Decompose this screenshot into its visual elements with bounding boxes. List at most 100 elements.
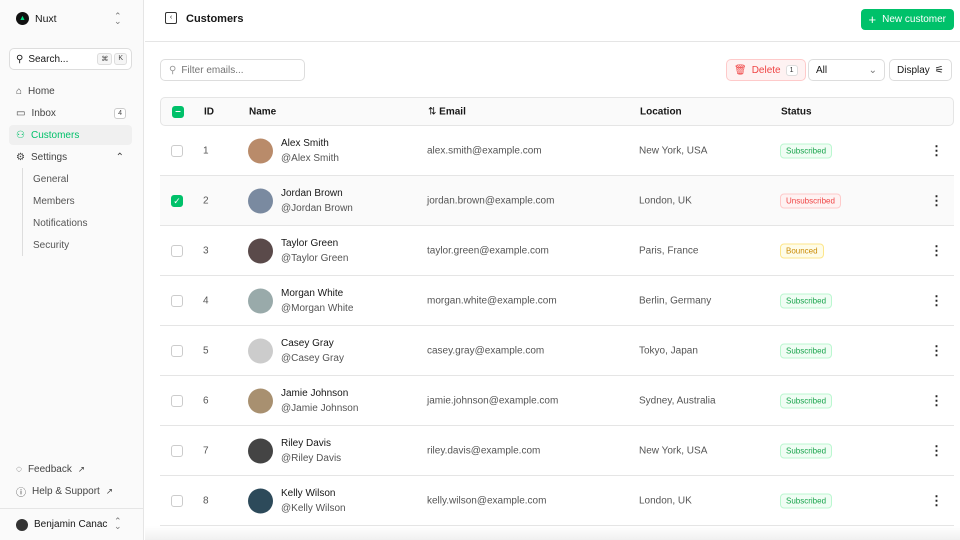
chevron-up-down-icon[interactable]: ⌃ ⌄ (114, 11, 122, 26)
sort-icon: ⇅ (428, 106, 440, 117)
cell-name: Jordan Brown @Jordan Brown (281, 188, 353, 214)
cell-location: Sydney, Australia (639, 395, 716, 406)
customer-name: Taylor Green (281, 237, 339, 249)
row-checkbox[interactable] (171, 444, 183, 457)
row-checkbox[interactable] (171, 244, 183, 257)
avatar (248, 288, 273, 313)
sidebar-collapse-icon[interactable]: ‹ (165, 12, 177, 24)
customer-handle: @Jordan Brown (281, 202, 353, 214)
table-row[interactable]: 6 Jamie Johnson @Jamie Johnson jamie.john… (160, 376, 954, 426)
plus-icon: + (868, 12, 877, 27)
customer-name: Casey Gray (281, 337, 334, 349)
filter-emails-field[interactable]: ⚲ (160, 59, 305, 81)
avatar (248, 238, 273, 263)
table-row[interactable]: 4 Morgan White @Morgan White morgan.white… (160, 276, 954, 326)
sidebar-item-notifications[interactable]: Notifications (33, 218, 88, 229)
sidebar: ▲ Nuxt ⌃ ⌄ ⚲ Search... ⌘ K ⌂ Home ▭ Inbox 4 … (0, 0, 144, 540)
cell-name: Kelly Wilson @Kelly Wilson (281, 488, 346, 514)
status-badge: Subscribed (780, 293, 833, 308)
table-row[interactable]: 7 Riley Davis @Riley Davis riley.davis@ex… (160, 426, 954, 476)
customer-name: Jordan Brown (281, 187, 343, 199)
select-value: All (816, 64, 828, 76)
row-checkbox[interactable]: ✓ (171, 194, 183, 207)
delete-button[interactable]: 🗑 Delete 1 (726, 59, 806, 81)
sidebar-item-inbox[interactable]: ▭ Inbox 4 (9, 103, 132, 123)
cell-name: Taylor Green @Taylor Green (281, 238, 348, 264)
sidebar-item-home[interactable]: ⌂ Home (9, 81, 132, 101)
nav-label: Settings (30, 151, 68, 163)
row-actions-icon[interactable]: ⋮ (930, 292, 943, 308)
cell-id: 6 (203, 395, 209, 406)
nav-label: Customers (30, 129, 80, 141)
row-checkbox[interactable] (171, 144, 183, 157)
trash-icon: 🗑 (734, 64, 747, 76)
team-switcher[interactable]: ▲ Nuxt (16, 12, 57, 25)
row-actions-icon[interactable]: ⋮ (930, 492, 943, 508)
row-checkbox[interactable] (171, 394, 183, 407)
cell-location: Berlin, Germany (639, 295, 712, 306)
select-all-checkbox[interactable]: – (172, 105, 184, 118)
cell-email: alex.smith@example.com (427, 145, 542, 156)
user-menu[interactable]: Benjamin Canac ⌃ ⌄ (0, 508, 144, 540)
button-label: New customer (882, 14, 946, 25)
inbox-icon: ▭ (16, 107, 26, 119)
sidebar-item-members[interactable]: Members (33, 196, 75, 207)
customer-handle: @Casey Gray (281, 352, 344, 364)
row-actions-icon[interactable]: ⋮ (930, 242, 943, 258)
team-name: Nuxt (35, 12, 57, 25)
row-actions-icon[interactable]: ⋮ (930, 142, 943, 158)
column-email[interactable]: ⇅ Email (428, 106, 466, 117)
info-icon: ⓘ (16, 487, 26, 499)
row-actions-icon[interactable]: ⋮ (930, 342, 943, 358)
avatar (248, 338, 273, 363)
cell-email: casey.gray@example.com (427, 345, 545, 356)
row-actions-icon[interactable]: ⋮ (930, 442, 943, 458)
sidebar-item-general[interactable]: General (33, 174, 69, 185)
row-checkbox[interactable] (171, 294, 183, 307)
sidebar-item-customers[interactable]: ⚇ Customers (9, 125, 132, 145)
cell-name: Morgan White @Morgan White (281, 288, 353, 314)
display-button[interactable]: Display ⚟ (889, 59, 952, 81)
chevron-up-icon: ⌃ (115, 151, 124, 163)
filter-emails-input[interactable] (181, 64, 292, 76)
nav-label: Feedback (27, 463, 72, 475)
chevron-down-icon: ⌄ (868, 64, 877, 76)
customer-name: Morgan White (281, 287, 344, 299)
cell-location: Paris, France (639, 245, 699, 256)
status-badge: Subscribed (780, 443, 833, 458)
feedback-link[interactable]: ◌ Feedback ↗ (9, 459, 132, 479)
table-row[interactable]: 5 Casey Gray @Casey Gray casey.gray@examp… (160, 326, 954, 376)
search-button[interactable]: ⚲ Search... ⌘ K (9, 48, 132, 70)
avatar (248, 488, 273, 513)
cell-email: taylor.green@example.com (427, 245, 549, 256)
help-support-link[interactable]: ⓘ Help & Support ↗ (9, 481, 132, 501)
users-icon: ⚇ (16, 129, 25, 141)
status-badge: Bounced (780, 243, 824, 258)
table-row[interactable]: 3 Taylor Green @Taylor Green taylor.green… (160, 226, 954, 276)
cell-email: jamie.johnson@example.com (427, 395, 559, 406)
cell-id: 8 (203, 495, 209, 506)
sidebar-item-security[interactable]: Security (33, 240, 70, 251)
sidebar-item-settings[interactable]: ⚙ Settings ⌃ (9, 147, 132, 167)
row-checkbox[interactable] (171, 344, 183, 357)
sliders-icon: ⚟ (934, 64, 944, 76)
cell-name: Jamie Johnson @Jamie Johnson (281, 388, 358, 414)
table-row[interactable]: ✓ 2 Jordan Brown @Jordan Brown jordan.bro… (160, 176, 954, 226)
cell-name: Riley Davis @Riley Davis (281, 438, 341, 464)
row-actions-icon[interactable]: ⋮ (930, 192, 943, 208)
customer-name: Jamie Johnson (281, 387, 349, 399)
kbd-k: K (114, 53, 127, 65)
status-select[interactable]: All ⌄ (808, 59, 885, 81)
customer-handle: @Taylor Green (281, 252, 349, 264)
table-row[interactable]: 8 Kelly Wilson @Kelly Wilson kelly.wilson… (160, 476, 954, 526)
new-customer-button[interactable]: + New customer (860, 9, 954, 30)
customer-handle: @Jamie Johnson (281, 402, 359, 414)
row-checkbox[interactable] (171, 494, 183, 507)
customer-name: Kelly Wilson (281, 487, 336, 499)
customer-handle: @Morgan White (281, 302, 354, 314)
table-row[interactable]: 1 Alex Smith @Alex Smith alex.smith@examp… (160, 126, 954, 176)
row-actions-icon[interactable]: ⋮ (930, 392, 943, 408)
chevron-up-down-icon: ⌃ ⌄ (114, 516, 122, 531)
external-link-icon: ↗ (105, 486, 113, 496)
chat-icon: ◌ (16, 463, 22, 475)
